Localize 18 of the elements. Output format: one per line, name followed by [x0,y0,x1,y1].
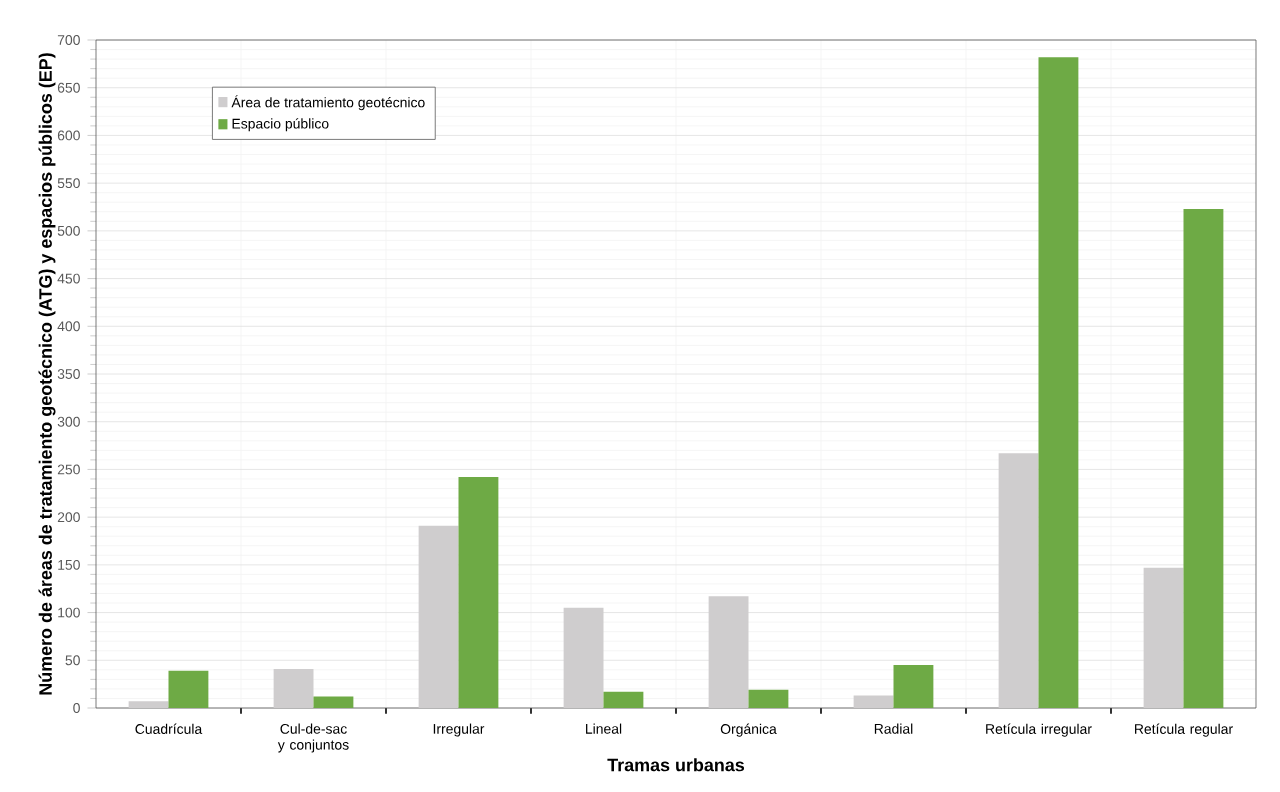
bar [1038,57,1079,708]
bar [1143,567,1184,708]
bar [418,525,459,708]
bar [313,696,354,708]
bar [998,453,1039,708]
bar [708,596,749,708]
bar [168,670,209,708]
x-axis-title: Tramas urbanas [607,758,745,772]
bar [273,668,314,708]
bar [1183,208,1224,708]
bar [853,695,894,708]
bar [893,665,934,708]
bar [128,701,169,708]
bar [603,691,644,708]
y-axis-title: Número de áreas de tratamiento geotécnico (ATG) y espacios públicos (EP) [38,53,56,695]
bar [458,477,499,708]
bar [563,607,604,708]
bar [748,689,789,708]
